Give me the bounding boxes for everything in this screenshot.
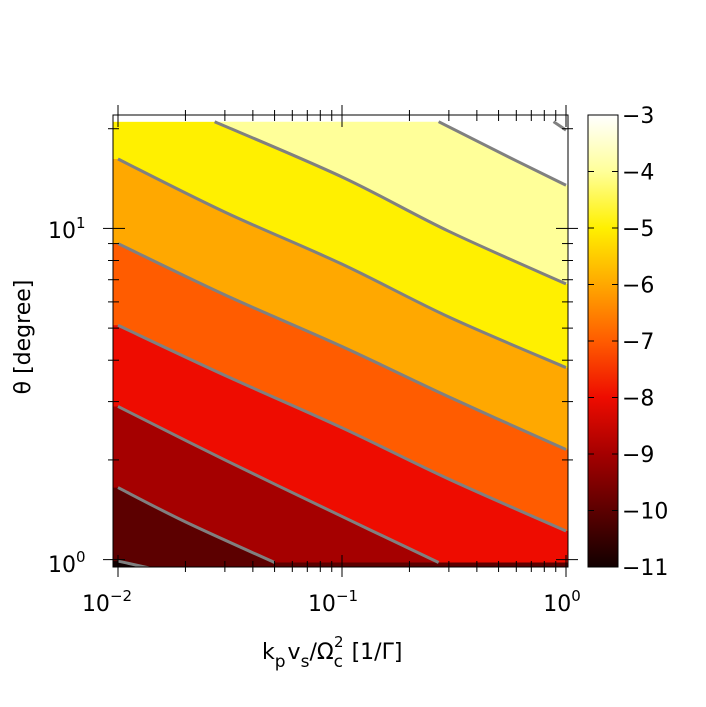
colorbar-label: −5 — [622, 217, 654, 242]
x-tick-label: 100 — [543, 587, 581, 617]
y-tick-label: 100 — [48, 548, 86, 578]
colorbar-label: −11 — [622, 556, 668, 581]
x-tick-labels: 10−2 10−1 100 — [82, 587, 581, 617]
contour-line — [117, 323, 567, 533]
contour-lines — [117, 120, 567, 567]
plot-frame — [112, 114, 569, 568]
colorbar-labels: −3 −4 −5 −6 −7 −8 −9 −10 −11 — [622, 104, 668, 581]
colorbar-label: −10 — [622, 500, 668, 525]
y-axis-title: θ [degree] — [11, 280, 36, 395]
contour-line — [117, 559, 152, 567]
colorbar-label: −7 — [622, 330, 654, 355]
contour-line — [214, 120, 567, 286]
axis-ticks — [103, 105, 578, 577]
y-tick-label: 101 — [48, 214, 86, 244]
colorbar-label: −6 — [622, 274, 654, 299]
x-tick-label: 10−1 — [308, 587, 358, 617]
contour-line — [437, 120, 567, 187]
colorbar-label: −8 — [622, 387, 654, 412]
x-tick-label: 10−2 — [82, 587, 132, 617]
contour-line — [117, 486, 276, 564]
x-axis-title: kpvs/Ωc2 [1/Γ] — [262, 633, 402, 672]
colorbar-label: −9 — [622, 443, 654, 468]
contour-line — [117, 405, 440, 564]
colorbar-label: −3 — [622, 104, 654, 129]
contour-band — [113, 115, 568, 186]
contour-band — [113, 115, 568, 284]
contour-line — [117, 242, 567, 451]
colorbar-label: −4 — [622, 161, 654, 186]
plot-area — [113, 115, 568, 567]
y-tick-labels: 101 100 — [48, 214, 86, 578]
contour-line — [552, 120, 567, 132]
colorbar-ticks — [588, 114, 618, 568]
contour-line — [117, 157, 567, 369]
